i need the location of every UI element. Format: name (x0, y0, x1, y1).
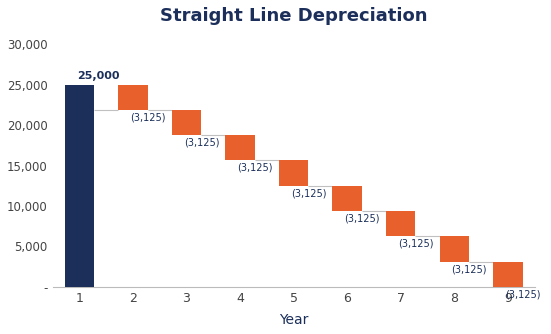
Text: 25,000: 25,000 (77, 71, 119, 81)
Bar (332, 186, 362, 211)
Bar (386, 211, 415, 236)
X-axis label: Year: Year (279, 313, 309, 327)
Text: (3,125): (3,125) (184, 138, 219, 148)
Text: (3,125): (3,125) (452, 264, 487, 274)
Bar (172, 110, 201, 135)
Text: (3,125): (3,125) (344, 213, 380, 223)
Text: (3,125): (3,125) (291, 188, 326, 198)
Bar (279, 160, 309, 186)
Bar (440, 236, 469, 262)
Text: (3,125): (3,125) (237, 163, 273, 173)
Bar (64, 85, 94, 287)
Bar (225, 135, 255, 160)
Text: (3,125): (3,125) (130, 112, 166, 122)
Text: (3,125): (3,125) (398, 239, 434, 249)
Title: Straight Line Depreciation: Straight Line Depreciation (160, 7, 428, 25)
Text: (3,125): (3,125) (505, 289, 541, 299)
Bar (493, 262, 522, 287)
Bar (118, 85, 148, 110)
